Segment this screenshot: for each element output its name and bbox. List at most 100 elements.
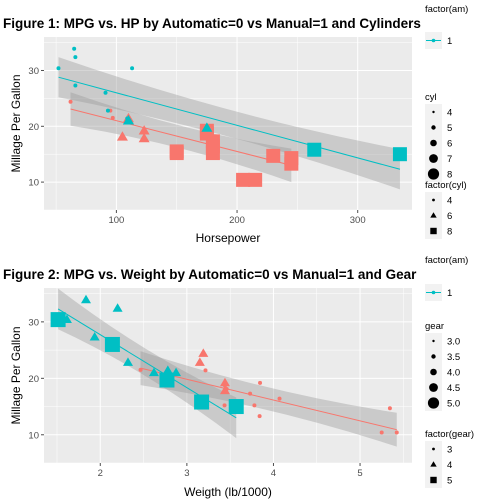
data-point xyxy=(89,332,100,341)
legend-size-label: 7 xyxy=(447,154,452,165)
legend-color-title: factor(am) xyxy=(425,255,468,266)
legend-shape-title: factor(gear) xyxy=(425,429,474,440)
legend-size-label: 8 xyxy=(447,170,452,181)
data-point xyxy=(307,142,322,157)
legend-shape-point xyxy=(432,447,435,451)
data-point xyxy=(122,357,133,366)
data-point xyxy=(198,348,209,357)
x-axis-label: Horsepower xyxy=(196,231,261,245)
y-tick-label: 30 xyxy=(28,66,39,77)
legend-shape-point xyxy=(430,227,437,235)
data-point xyxy=(138,367,143,372)
data-point xyxy=(105,108,110,113)
y-axis-label: Millage Per Gallon xyxy=(9,326,23,424)
legend-size-point xyxy=(427,397,440,409)
legend-size-point xyxy=(432,110,435,114)
data-point xyxy=(277,396,282,401)
chart-title: Figure 2: MPG vs. Weight by Automatic=0 … xyxy=(3,267,417,282)
data-points xyxy=(56,46,407,187)
legend-size-point xyxy=(431,354,436,359)
legend-shape-point xyxy=(430,461,437,467)
data-point xyxy=(194,357,205,366)
data-point xyxy=(68,99,73,104)
legend-shape-point xyxy=(430,212,437,218)
data-point xyxy=(103,90,108,95)
legend-color-item: 1 xyxy=(447,288,452,299)
y-axis-ticks: 10 20 30 xyxy=(28,317,44,441)
legend-key-point xyxy=(431,38,436,43)
gridlines xyxy=(44,37,412,211)
legend-size-label: 4.0 xyxy=(447,368,460,379)
x-axis-label: Weigth (lb/1000) xyxy=(184,485,272,499)
y-tick-label: 20 xyxy=(28,122,39,133)
legend-size-title: cyl xyxy=(425,92,437,103)
data-point xyxy=(284,156,299,171)
y-tick-label: 10 xyxy=(28,430,39,441)
data-point xyxy=(110,115,115,120)
data-point xyxy=(257,414,262,419)
legend-shape-label: 5 xyxy=(447,476,452,487)
data-point xyxy=(205,134,220,149)
fit-line-0 xyxy=(70,108,292,166)
data-point xyxy=(248,391,253,396)
legend-size-label: 4 xyxy=(447,108,452,119)
data-point xyxy=(219,385,230,395)
data-point xyxy=(116,131,128,141)
legend: factor(am) 1 gear 3.0 3.5 4.0 4.5 5.0 factor… xyxy=(425,255,474,488)
x-tick-label: 5 xyxy=(357,468,362,479)
data-point xyxy=(138,132,150,143)
data-point xyxy=(394,430,399,435)
legend-size-label: 4.5 xyxy=(447,383,460,394)
data-points xyxy=(50,294,399,435)
x-tick-label: 100 xyxy=(108,215,124,226)
fit-line-0 xyxy=(140,367,397,431)
data-point xyxy=(148,367,159,377)
data-point xyxy=(162,365,173,374)
gridlines xyxy=(44,288,412,464)
legend-size-label: 3.0 xyxy=(447,337,460,348)
x-tick-label: 200 xyxy=(229,215,245,226)
legend-shape-title: factor(cyl) xyxy=(425,180,467,191)
legend-shape-label: 4 xyxy=(447,460,452,471)
x-tick-label: 2 xyxy=(98,468,103,479)
legend-color-title: factor(am) xyxy=(425,4,468,15)
legend-size-point xyxy=(431,125,436,130)
data-point xyxy=(228,399,244,415)
legend-shape-label: 3 xyxy=(447,445,452,456)
data-point xyxy=(169,146,184,161)
x-tick-label: 300 xyxy=(350,215,366,226)
y-axis-ticks: 10 20 30 xyxy=(28,66,44,189)
legend-size-point xyxy=(432,339,435,343)
legend-size-label: 3.5 xyxy=(447,352,460,363)
legend-key-point xyxy=(431,290,436,295)
data-point xyxy=(201,122,213,132)
x-axis-ticks: 2 3 4 5 xyxy=(98,463,363,479)
legend-shape-label: 8 xyxy=(447,227,452,238)
data-point xyxy=(194,394,210,410)
legend-size-point xyxy=(427,168,440,180)
data-point xyxy=(112,303,123,312)
data-point xyxy=(72,46,77,51)
legend-size-point xyxy=(429,154,438,163)
chart-title: Figure 1: MPG vs. HP by Automatic=0 vs M… xyxy=(3,16,421,31)
figure-2: Figure 2: MPG vs. Weight by Automatic=0 … xyxy=(3,255,474,499)
legend-size-point xyxy=(429,383,438,392)
y-tick-label: 30 xyxy=(28,317,39,328)
data-point xyxy=(392,147,407,162)
legend-shape-items: 4 6 8 xyxy=(425,192,452,239)
data-point xyxy=(104,336,120,352)
legend-color-item: 1 xyxy=(447,36,452,47)
data-point xyxy=(130,66,135,71)
data-point xyxy=(73,83,78,88)
data-point xyxy=(258,380,263,385)
y-tick-label: 10 xyxy=(28,178,39,189)
plot-panel xyxy=(44,37,412,210)
legend-shape-items: 3 4 5 xyxy=(425,441,452,488)
data-point xyxy=(203,368,208,373)
data-point xyxy=(205,146,220,161)
legend-size-label: 5 xyxy=(447,123,452,134)
data-point xyxy=(80,294,91,304)
legend-shape-point xyxy=(430,476,437,484)
data-point xyxy=(50,312,66,328)
data-point xyxy=(252,403,257,408)
